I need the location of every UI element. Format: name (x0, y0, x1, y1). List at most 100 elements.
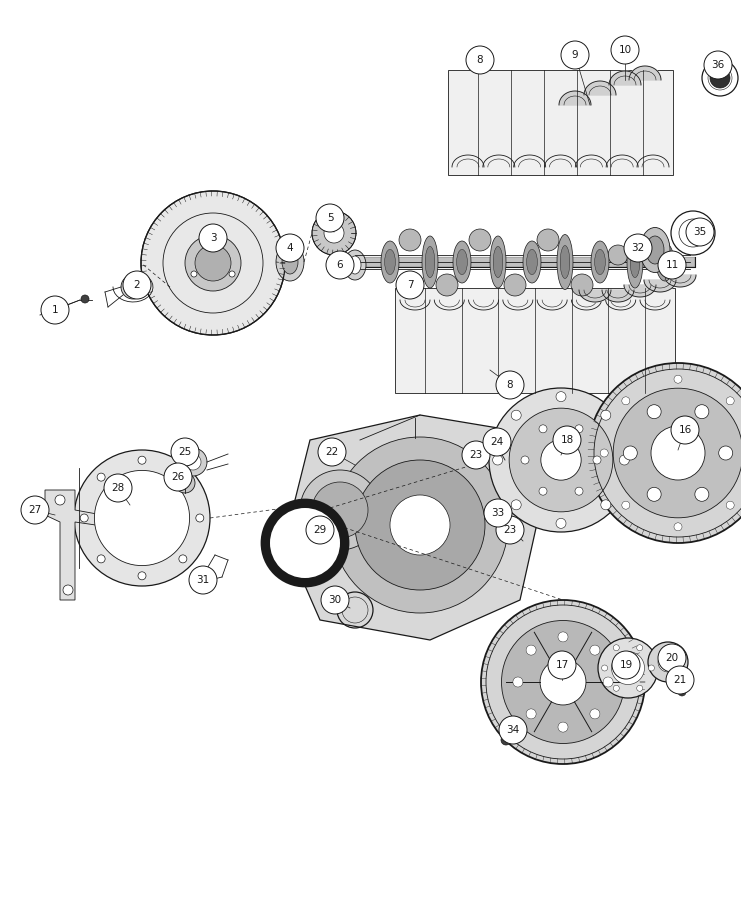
Circle shape (396, 271, 424, 299)
Text: 34: 34 (506, 725, 519, 735)
FancyBboxPatch shape (448, 70, 673, 175)
Circle shape (484, 499, 512, 527)
Ellipse shape (436, 274, 458, 296)
Circle shape (191, 271, 197, 277)
Circle shape (141, 191, 285, 335)
Circle shape (471, 450, 481, 460)
Circle shape (499, 716, 527, 744)
Circle shape (521, 456, 529, 464)
Text: 1: 1 (52, 305, 59, 315)
Circle shape (603, 677, 613, 687)
Ellipse shape (560, 246, 570, 278)
Circle shape (511, 500, 521, 509)
Polygon shape (559, 91, 591, 105)
Circle shape (312, 211, 356, 255)
Circle shape (306, 516, 334, 544)
Circle shape (619, 455, 629, 465)
Text: 26: 26 (171, 472, 185, 482)
Text: 23: 23 (469, 450, 482, 460)
Text: 11: 11 (665, 260, 679, 270)
Circle shape (637, 685, 642, 691)
Circle shape (548, 651, 576, 679)
Ellipse shape (453, 241, 471, 283)
FancyBboxPatch shape (395, 288, 675, 393)
Ellipse shape (608, 245, 628, 265)
Circle shape (510, 528, 520, 538)
Text: 19: 19 (619, 660, 633, 670)
Circle shape (598, 638, 658, 698)
Circle shape (270, 508, 340, 578)
Ellipse shape (504, 274, 526, 296)
Text: 18: 18 (560, 435, 574, 445)
Circle shape (600, 449, 608, 457)
Text: 28: 28 (111, 483, 124, 493)
Text: 27: 27 (28, 505, 41, 515)
Text: 31: 31 (196, 575, 210, 585)
Circle shape (556, 518, 566, 528)
Circle shape (74, 450, 210, 586)
Circle shape (164, 463, 192, 491)
Text: 8: 8 (476, 55, 483, 65)
Circle shape (637, 644, 642, 651)
Circle shape (175, 473, 195, 493)
Circle shape (490, 502, 500, 512)
Circle shape (511, 410, 521, 420)
Text: 29: 29 (313, 525, 327, 535)
Circle shape (127, 281, 139, 293)
Circle shape (481, 600, 645, 764)
Circle shape (541, 440, 581, 481)
Circle shape (318, 438, 346, 466)
Polygon shape (644, 280, 676, 292)
Circle shape (647, 487, 661, 501)
Ellipse shape (523, 241, 541, 283)
Ellipse shape (557, 235, 573, 290)
Circle shape (726, 501, 734, 509)
Text: 7: 7 (407, 280, 413, 290)
Circle shape (502, 620, 625, 743)
Text: 20: 20 (665, 653, 679, 663)
Circle shape (462, 441, 490, 469)
Circle shape (719, 446, 733, 460)
Ellipse shape (282, 250, 298, 274)
Circle shape (355, 460, 485, 590)
Text: 35: 35 (694, 227, 707, 237)
Circle shape (651, 426, 705, 480)
Circle shape (590, 645, 600, 655)
Ellipse shape (591, 241, 609, 283)
Ellipse shape (656, 243, 674, 281)
Ellipse shape (646, 236, 664, 264)
Circle shape (593, 456, 601, 464)
Text: 17: 17 (555, 660, 568, 670)
Text: 3: 3 (210, 233, 216, 243)
Circle shape (612, 651, 640, 679)
Circle shape (611, 652, 645, 685)
Text: 23: 23 (503, 525, 516, 535)
Text: 36: 36 (711, 60, 725, 70)
Circle shape (614, 388, 741, 518)
Circle shape (496, 371, 524, 399)
Circle shape (489, 388, 633, 532)
Circle shape (590, 709, 600, 719)
Text: 24: 24 (491, 437, 504, 447)
Circle shape (704, 51, 732, 79)
Circle shape (97, 555, 105, 562)
Circle shape (575, 487, 583, 495)
Circle shape (21, 496, 49, 524)
Circle shape (324, 223, 344, 243)
Circle shape (199, 224, 227, 252)
Circle shape (179, 555, 187, 562)
Circle shape (726, 397, 734, 405)
Circle shape (561, 41, 589, 69)
Circle shape (539, 487, 547, 495)
Circle shape (539, 425, 547, 433)
Circle shape (321, 586, 349, 614)
Circle shape (556, 392, 566, 401)
Circle shape (526, 709, 536, 719)
Circle shape (710, 68, 730, 88)
Circle shape (588, 363, 741, 543)
Circle shape (658, 652, 678, 672)
Text: 32: 32 (631, 243, 645, 253)
Circle shape (614, 685, 619, 691)
Circle shape (674, 375, 682, 383)
Polygon shape (45, 490, 130, 600)
